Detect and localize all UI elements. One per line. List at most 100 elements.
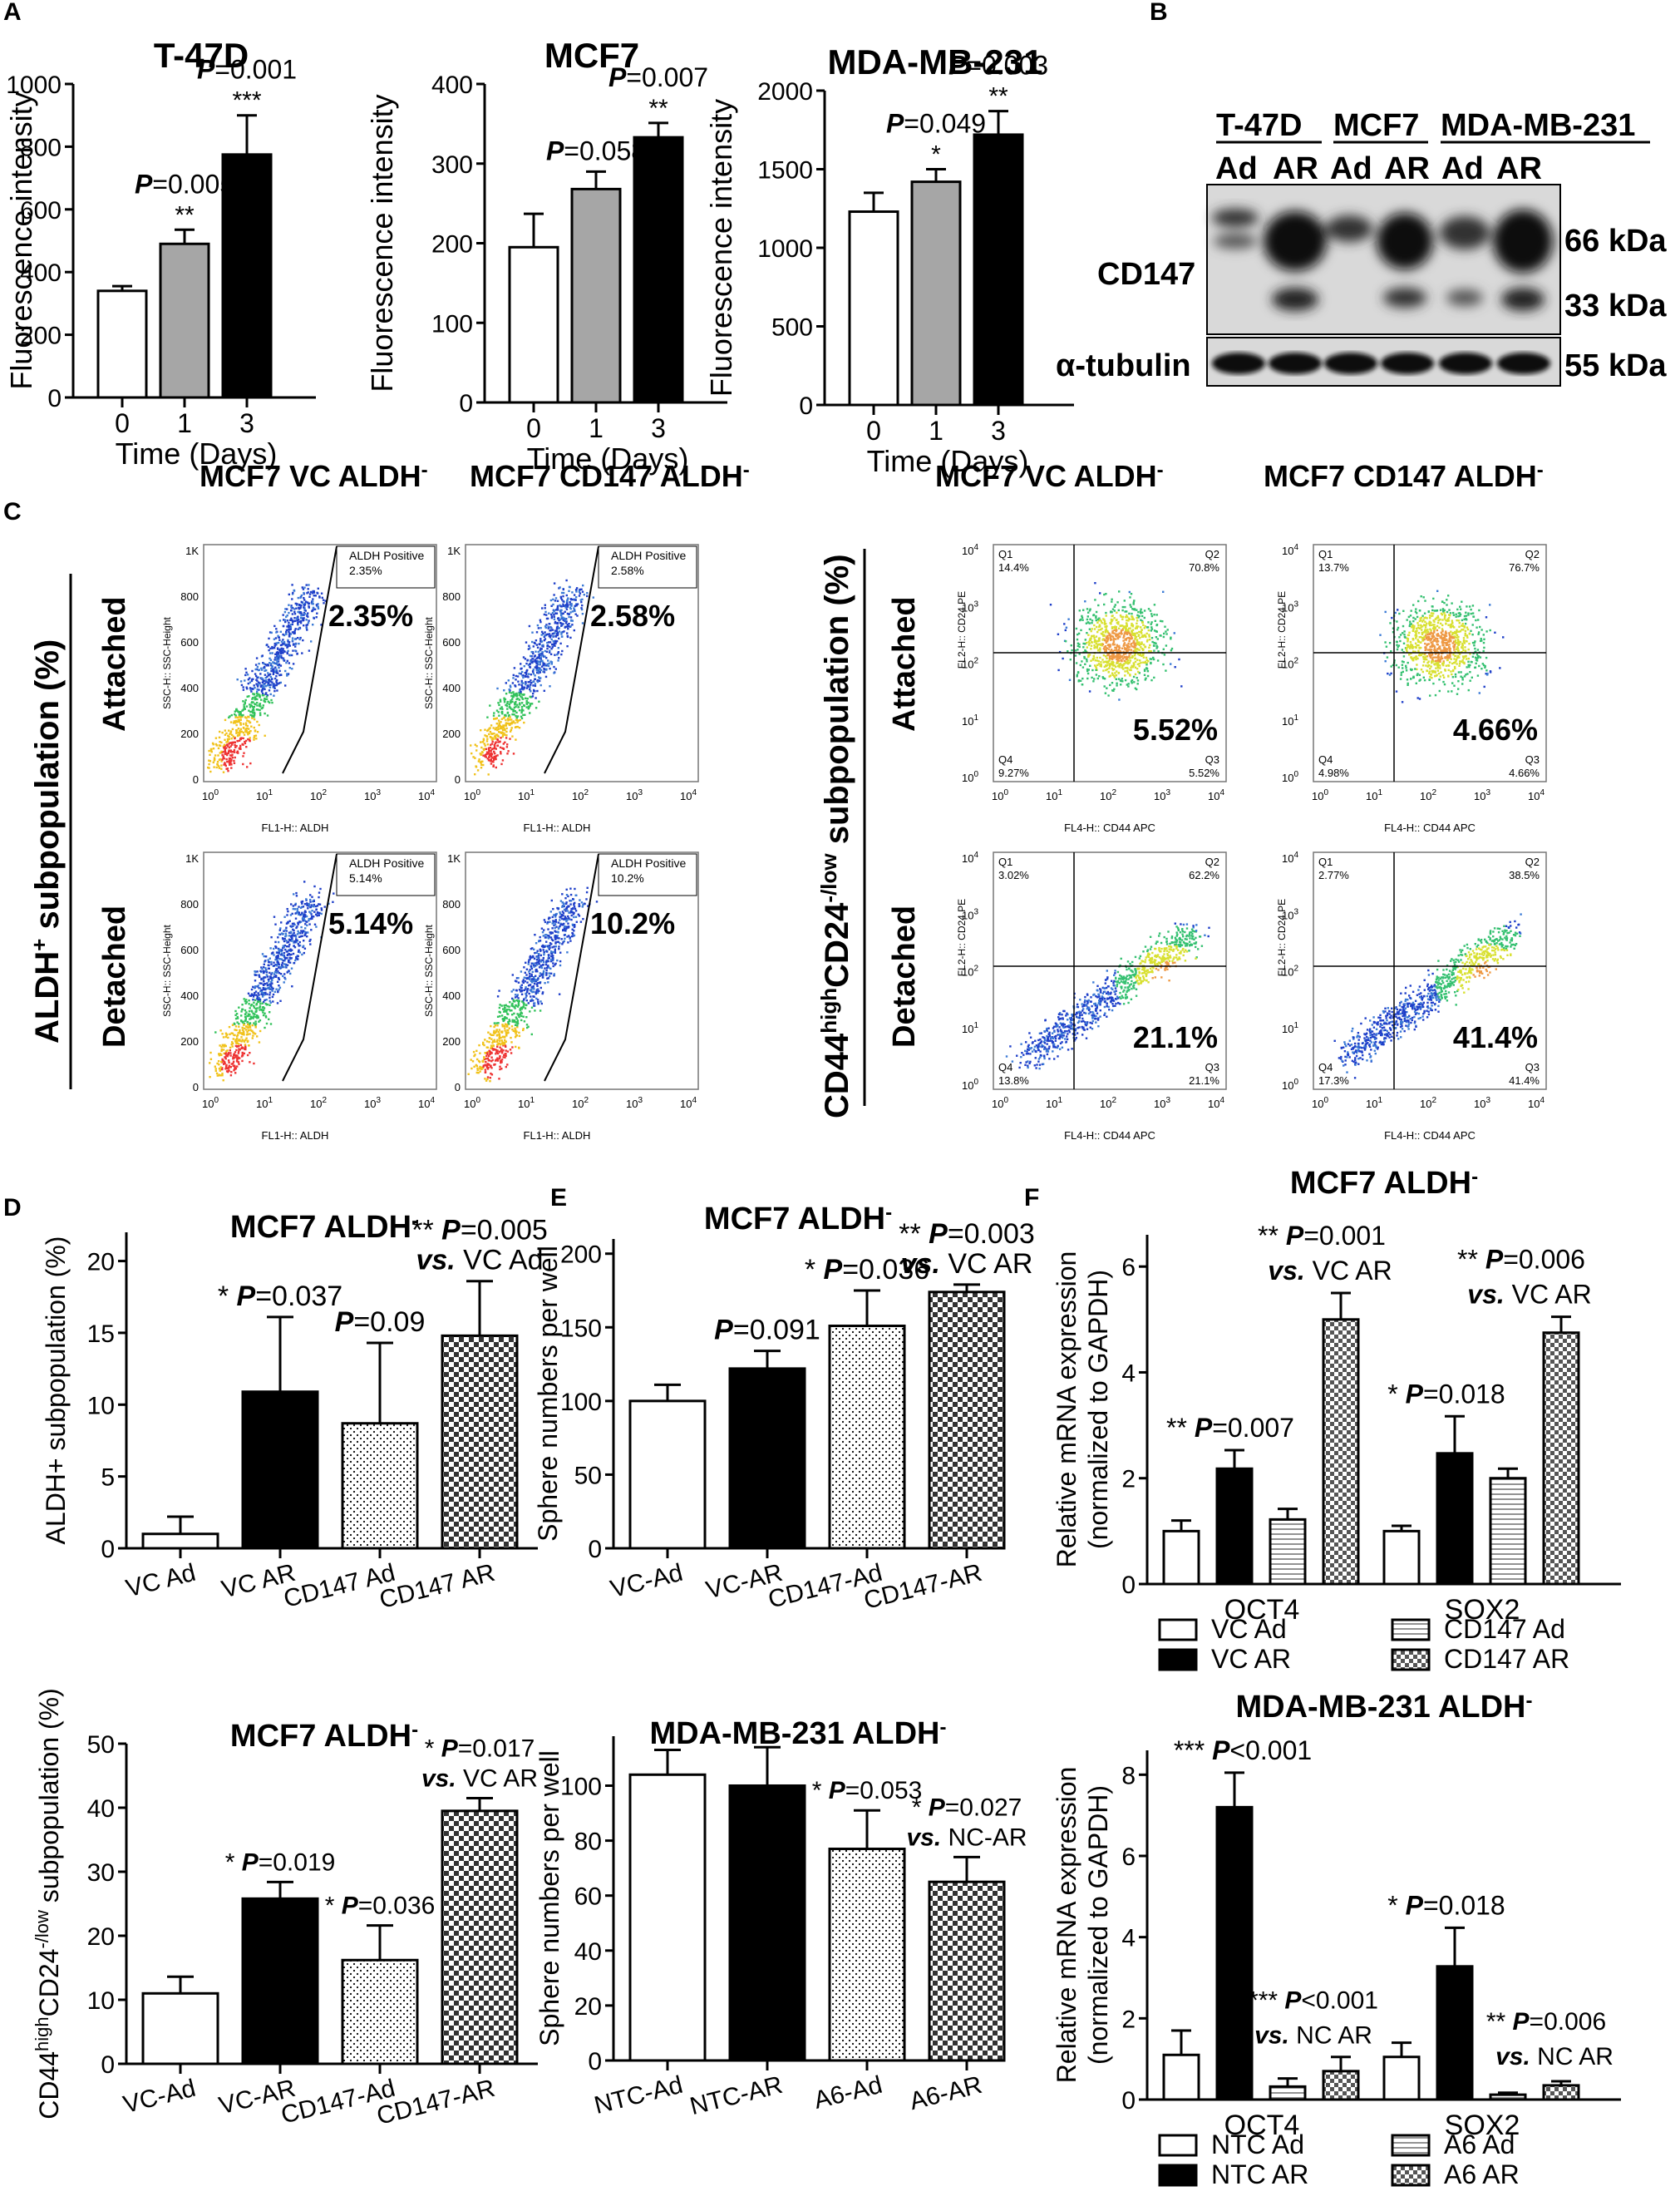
event bbox=[234, 1025, 238, 1028]
event bbox=[538, 960, 540, 963]
event bbox=[284, 963, 288, 966]
event bbox=[275, 659, 278, 661]
event bbox=[567, 922, 569, 925]
event bbox=[1111, 600, 1113, 603]
event bbox=[557, 940, 559, 943]
event bbox=[1110, 618, 1113, 621]
event bbox=[305, 899, 308, 901]
event bbox=[228, 759, 230, 762]
event bbox=[307, 621, 310, 624]
event bbox=[553, 945, 555, 948]
event bbox=[300, 594, 303, 597]
event bbox=[1112, 664, 1115, 667]
event bbox=[234, 1023, 236, 1025]
event bbox=[291, 639, 294, 642]
event bbox=[566, 632, 569, 634]
event bbox=[234, 1072, 237, 1074]
event bbox=[540, 959, 543, 961]
event bbox=[1106, 664, 1109, 666]
event bbox=[291, 631, 294, 634]
event bbox=[221, 1044, 224, 1046]
event bbox=[506, 702, 509, 705]
event bbox=[238, 739, 241, 742]
event bbox=[254, 698, 258, 700]
event bbox=[258, 1020, 260, 1023]
event bbox=[312, 900, 314, 903]
event bbox=[1134, 657, 1136, 660]
event bbox=[507, 1023, 510, 1025]
event bbox=[1126, 631, 1130, 634]
event bbox=[295, 895, 298, 897]
event bbox=[308, 918, 310, 920]
event bbox=[293, 923, 296, 926]
event bbox=[1140, 630, 1142, 634]
event bbox=[254, 673, 257, 675]
event bbox=[487, 1063, 490, 1066]
event bbox=[535, 660, 537, 664]
event bbox=[293, 643, 296, 645]
event bbox=[210, 751, 213, 753]
event bbox=[248, 728, 250, 730]
event bbox=[564, 618, 567, 620]
event bbox=[243, 1024, 245, 1026]
event bbox=[278, 682, 281, 684]
blot-cell-t47d: T-47D bbox=[1216, 108, 1302, 143]
event bbox=[1425, 664, 1427, 667]
event bbox=[1102, 669, 1105, 672]
event bbox=[282, 659, 285, 661]
event bbox=[522, 674, 525, 677]
event bbox=[541, 653, 544, 655]
event bbox=[501, 726, 504, 728]
event bbox=[1118, 635, 1121, 639]
event bbox=[214, 1031, 217, 1034]
event bbox=[308, 919, 310, 922]
event bbox=[1111, 654, 1113, 658]
event bbox=[253, 718, 256, 721]
event bbox=[1088, 654, 1091, 656]
event bbox=[1087, 640, 1090, 644]
event bbox=[529, 688, 531, 691]
event bbox=[563, 605, 565, 607]
event bbox=[511, 698, 514, 700]
event bbox=[243, 1052, 245, 1055]
event bbox=[1099, 643, 1101, 645]
event bbox=[260, 707, 263, 710]
event bbox=[574, 599, 577, 601]
event bbox=[537, 956, 540, 959]
event bbox=[258, 684, 260, 686]
event bbox=[297, 923, 299, 925]
event bbox=[554, 948, 556, 950]
event bbox=[514, 996, 517, 999]
event bbox=[498, 722, 500, 724]
event bbox=[494, 728, 496, 731]
event bbox=[522, 676, 525, 679]
event bbox=[578, 903, 580, 906]
event bbox=[530, 661, 533, 664]
event bbox=[563, 617, 565, 619]
event bbox=[1132, 608, 1135, 611]
event bbox=[254, 712, 256, 715]
event bbox=[519, 1014, 521, 1016]
event bbox=[521, 1000, 524, 1003]
event bbox=[1095, 619, 1097, 622]
gate-name: ALDH Positive bbox=[349, 856, 424, 870]
event bbox=[541, 607, 544, 609]
event bbox=[1437, 672, 1441, 675]
event bbox=[1402, 661, 1405, 664]
event bbox=[569, 910, 572, 912]
event bbox=[545, 669, 548, 671]
event bbox=[304, 933, 307, 935]
event bbox=[318, 903, 322, 906]
significance-stars: ** bbox=[648, 95, 668, 122]
event bbox=[477, 1059, 480, 1063]
event bbox=[1131, 633, 1134, 635]
event bbox=[1480, 668, 1483, 670]
event bbox=[544, 638, 547, 640]
event bbox=[268, 689, 271, 692]
event bbox=[1127, 630, 1130, 633]
event bbox=[239, 1029, 241, 1032]
event bbox=[1071, 649, 1073, 652]
event bbox=[259, 1006, 261, 1009]
event bbox=[540, 665, 544, 668]
event bbox=[532, 987, 535, 989]
